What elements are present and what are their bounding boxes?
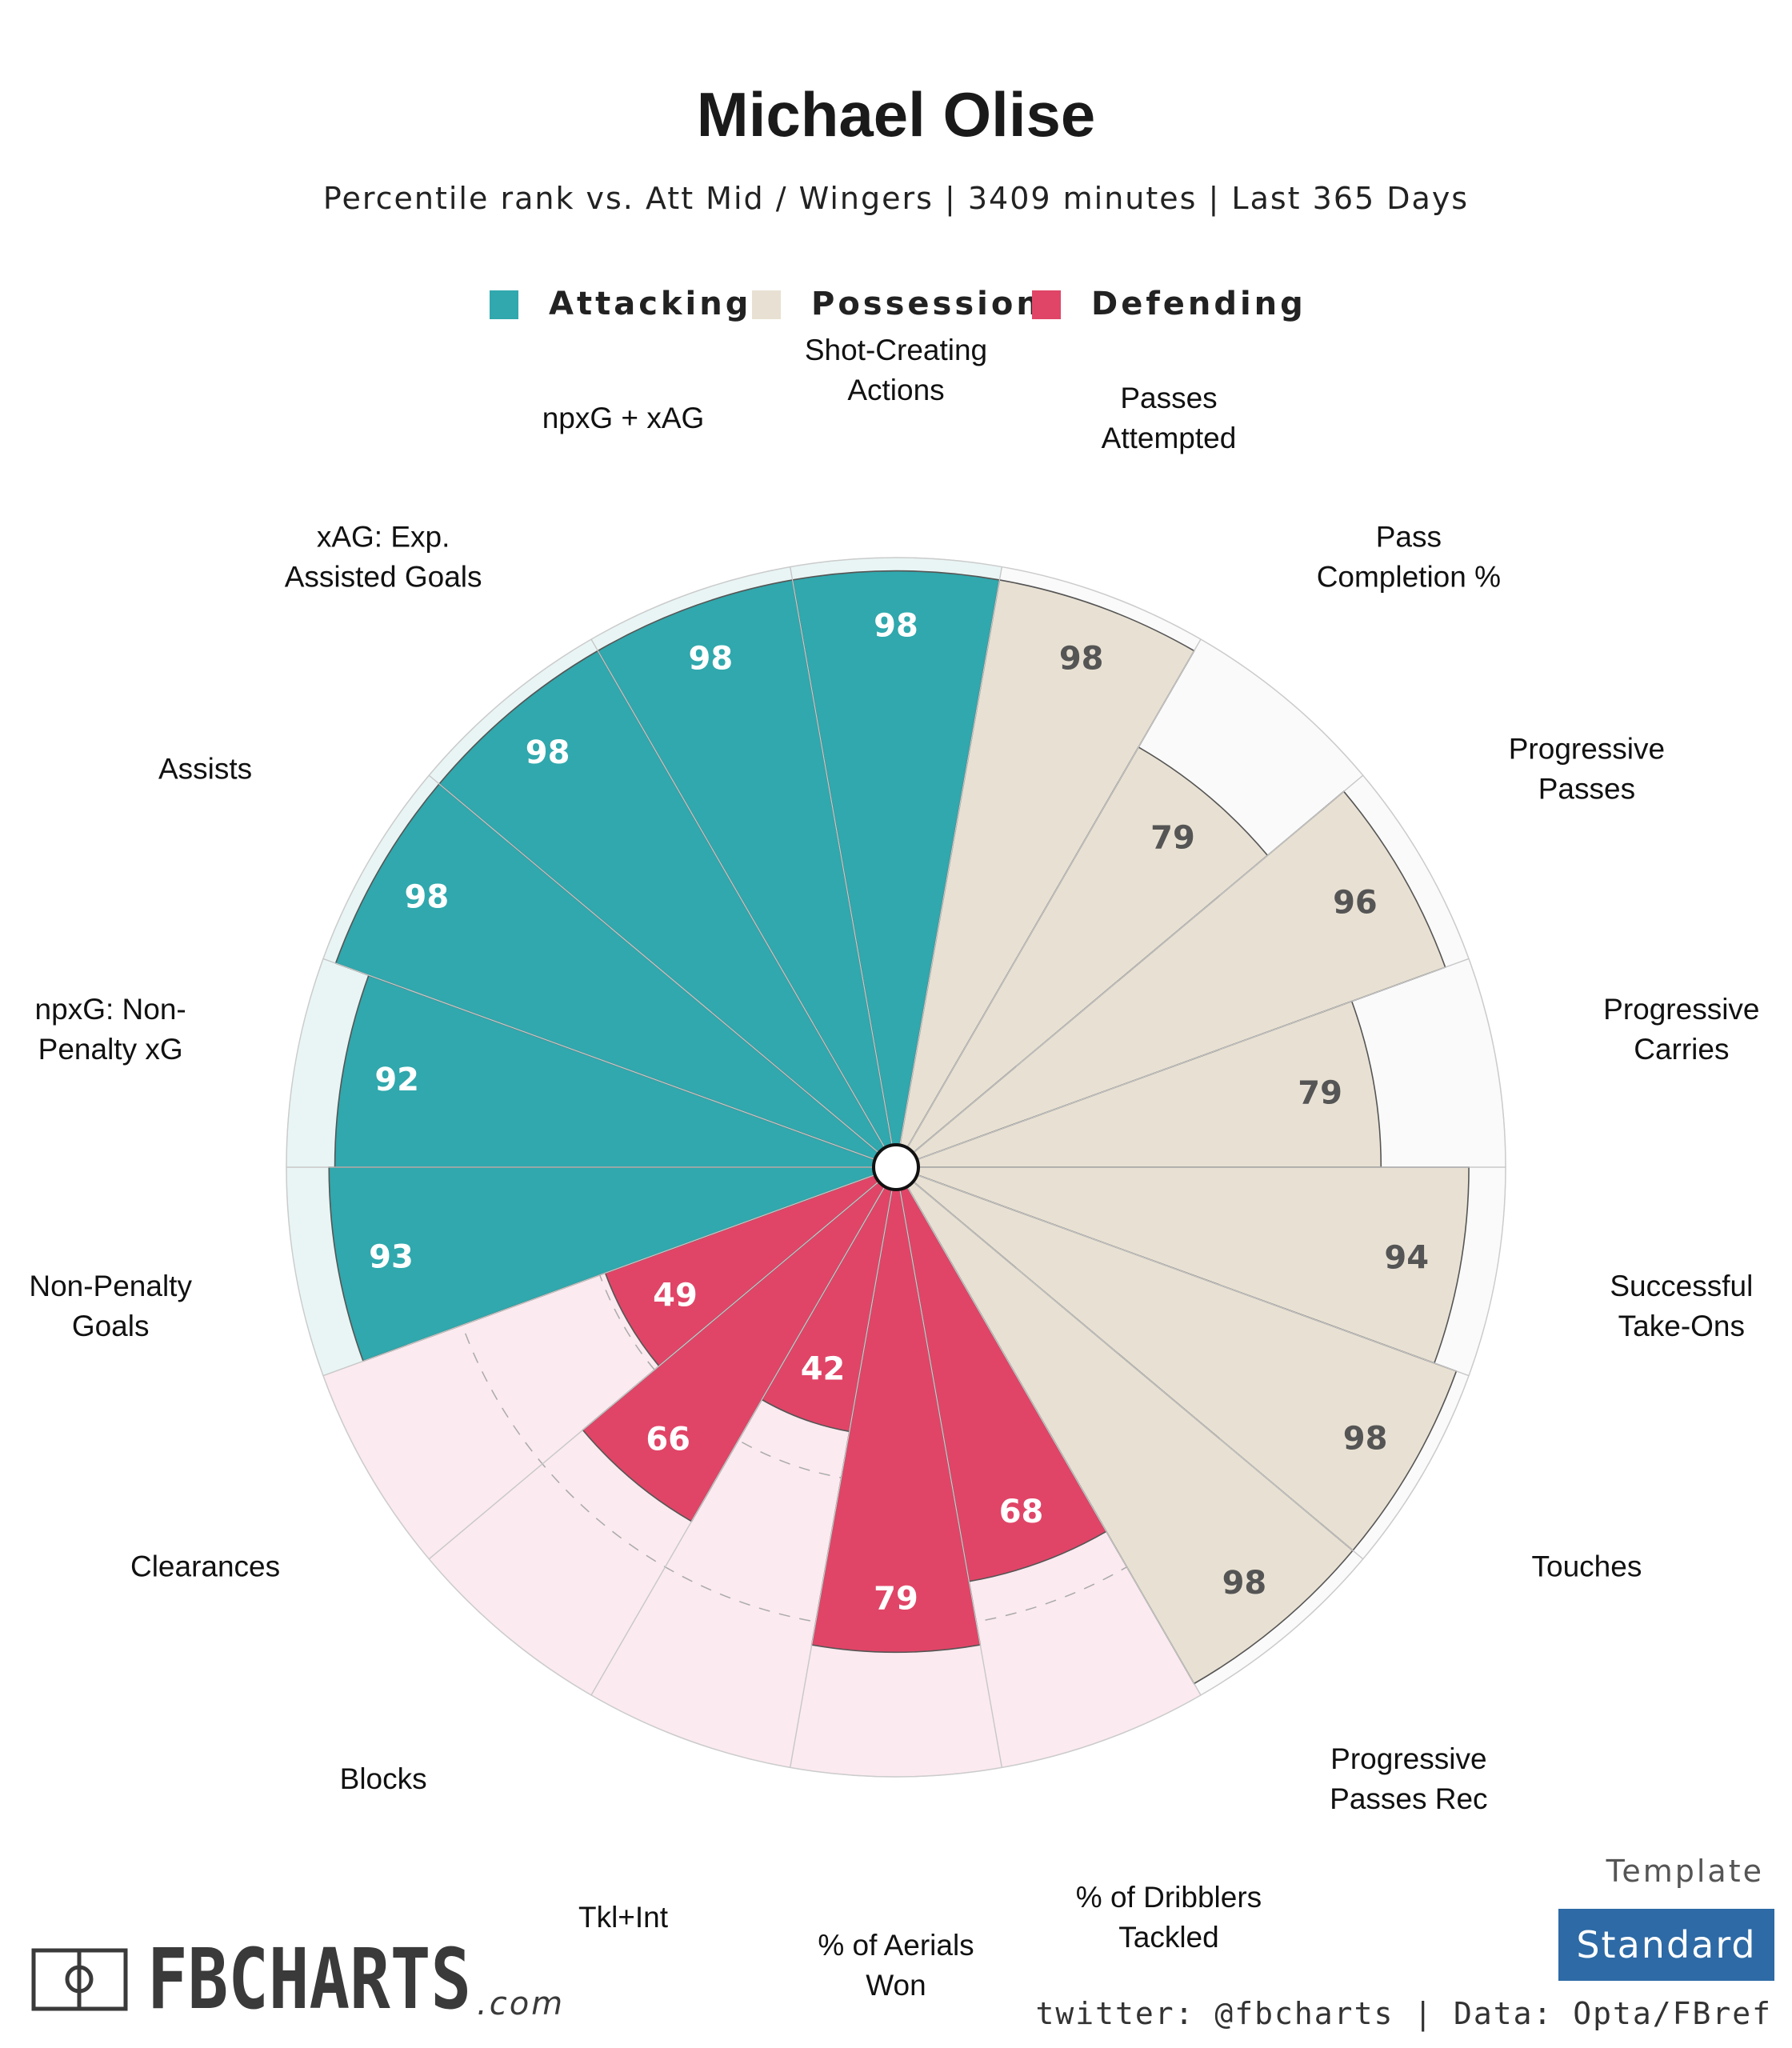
metric-label-xag-exp-assisted-goals: xAG: Exp. bbox=[317, 520, 450, 553]
value-label-xag-exp-assisted-goals: 98 bbox=[526, 734, 570, 771]
chart-title: Michael Olise bbox=[697, 79, 1096, 150]
metric-label-of-aerials-won: % of Aerials bbox=[818, 1929, 974, 1962]
sector-dividers bbox=[286, 566, 1506, 1768]
fbcharts-logo: FBCHARTS .com bbox=[31, 1930, 565, 2028]
logo-domain: .com bbox=[477, 1986, 565, 2022]
sector-divider bbox=[790, 1189, 893, 1768]
metric-label-progressive-carries: Progressive bbox=[1603, 993, 1759, 1026]
metric-label-passes-attempted: Passes bbox=[1120, 382, 1217, 414]
sector-divider bbox=[913, 774, 1364, 1154]
sector-divider bbox=[590, 638, 886, 1149]
sector-divider bbox=[917, 958, 1470, 1161]
metric-label-shot-creating-actions: Shot-Creating bbox=[805, 334, 987, 366]
legend-swatch-possession bbox=[752, 290, 781, 319]
metric-label-touches: Touches bbox=[1532, 1550, 1642, 1583]
template-badge[interactable] bbox=[1558, 1909, 1774, 1981]
metric-label-progressive-passes: Progressive bbox=[1509, 733, 1665, 766]
value-label-clearances: 49 bbox=[653, 1277, 698, 1314]
metric-label-passes-attempted: Attempted bbox=[1102, 422, 1237, 454]
value-label-progressive-carries: 79 bbox=[1298, 1075, 1342, 1112]
metric-label-npxg-non-penalty-xg: npxG: Non- bbox=[35, 993, 186, 1026]
template-badge-label: Standard bbox=[1576, 1923, 1756, 1966]
logo-wordmark: FBCHARTS bbox=[147, 1930, 471, 2028]
value-label-pass-completion: 79 bbox=[1150, 820, 1195, 857]
value-label-blocks: 66 bbox=[646, 1421, 690, 1458]
value-label-of-aerials-won: 79 bbox=[874, 1580, 918, 1617]
sector-divider bbox=[906, 638, 1202, 1149]
sector-divider bbox=[906, 1186, 1202, 1696]
value-label-npxg-non-penalty-xg: 92 bbox=[374, 1062, 419, 1098]
metric-label-npxg-xag: npxG + xAG bbox=[542, 402, 705, 434]
value-label-progressive-passes-rec: 98 bbox=[1222, 1565, 1267, 1602]
value-label-passes-attempted: 98 bbox=[1059, 640, 1104, 677]
pitch-icon bbox=[31, 1948, 128, 2011]
metric-label-assists: Assists bbox=[158, 753, 252, 786]
center-hub bbox=[872, 1143, 920, 1191]
metric-label-successful-take-ons: Successful bbox=[1610, 1270, 1753, 1302]
metric-label-of-aerials-won: Won bbox=[866, 1969, 926, 2002]
sector-divider bbox=[428, 1181, 879, 1560]
template-label: Template bbox=[1606, 1854, 1764, 1889]
footer: Template Standard twitter: @fbcharts | D… bbox=[31, 1854, 1774, 2032]
metric-label-successful-take-ons: Take-Ons bbox=[1618, 1310, 1745, 1342]
sector-divider bbox=[899, 566, 1002, 1146]
sector-divider bbox=[790, 566, 893, 1146]
metric-label-npxg-non-penalty-xg: Penalty xG bbox=[38, 1033, 183, 1066]
legend-label-defending: Defending bbox=[1091, 286, 1306, 322]
value-label-shot-creating-actions: 98 bbox=[874, 608, 918, 645]
value-labels: 98 98 79 96 79 94 98 98 68 79 42 66 49 93 92 98 98 98 bbox=[369, 608, 1429, 1618]
value-label-non-penalty-goals: 93 bbox=[369, 1238, 414, 1275]
data-credit: twitter: @fbcharts | Data: Opta/FBref bbox=[1036, 1996, 1772, 2032]
legend-swatch-defending bbox=[1032, 290, 1061, 319]
chart-subtitle: Percentile rank vs. Att Mid / Wingers | … bbox=[323, 181, 1469, 217]
value-label-tkl-int: 42 bbox=[801, 1350, 846, 1387]
metric-label-tkl-int: Tkl+Int bbox=[578, 1901, 669, 1934]
sector-divider bbox=[322, 1174, 875, 1377]
metric-labels: Shot-Creating Actions Passes Attempted Pass C… bbox=[29, 334, 1759, 2002]
metric-label-non-penalty-goals: Goals bbox=[72, 1310, 150, 1342]
metric-label-xag-exp-assisted-goals: Assisted Goals bbox=[285, 560, 482, 593]
legend-label-attacking: Attacking bbox=[549, 286, 751, 322]
metric-label-of-dribblers-tackled: % of Dribblers bbox=[1076, 1881, 1262, 1914]
sector-divider bbox=[899, 1189, 1002, 1768]
metric-label-of-dribblers-tackled: Tackled bbox=[1118, 1921, 1218, 1954]
value-label-touches: 98 bbox=[1343, 1421, 1388, 1458]
metric-label-non-penalty-goals: Non-Penalty bbox=[29, 1270, 192, 1302]
legend-label-possession: Possession bbox=[811, 286, 1042, 322]
sector-divider bbox=[322, 958, 875, 1161]
metric-label-progressive-carries: Carries bbox=[1634, 1033, 1729, 1066]
metric-label-progressive-passes-rec: Progressive bbox=[1330, 1742, 1486, 1775]
legend: Attacking Possession Defending bbox=[490, 286, 1306, 322]
metric-label-pass-completion: Completion % bbox=[1317, 560, 1501, 593]
value-label-progressive-passes: 96 bbox=[1333, 885, 1378, 922]
metric-label-blocks: Blocks bbox=[340, 1762, 427, 1795]
metric-label-progressive-passes-rec: Passes Rec bbox=[1330, 1782, 1487, 1815]
value-bars bbox=[328, 570, 1470, 1685]
sector-divider bbox=[913, 1181, 1364, 1560]
metric-label-progressive-passes: Passes bbox=[1538, 773, 1635, 806]
value-label-assists: 98 bbox=[405, 878, 450, 915]
value-label-npxg-xag: 98 bbox=[688, 640, 733, 677]
sector-divider bbox=[428, 774, 879, 1154]
sector-divider bbox=[590, 1186, 886, 1696]
metric-label-clearances: Clearances bbox=[130, 1550, 280, 1583]
metric-label-shot-creating-actions: Actions bbox=[847, 374, 944, 406]
legend-swatch-attacking bbox=[490, 290, 518, 319]
sector-divider bbox=[917, 1174, 1470, 1377]
value-label-successful-take-ons: 94 bbox=[1384, 1240, 1429, 1277]
value-label-of-dribblers-tackled: 68 bbox=[999, 1494, 1044, 1530]
metric-label-pass-completion: Pass bbox=[1376, 520, 1442, 553]
